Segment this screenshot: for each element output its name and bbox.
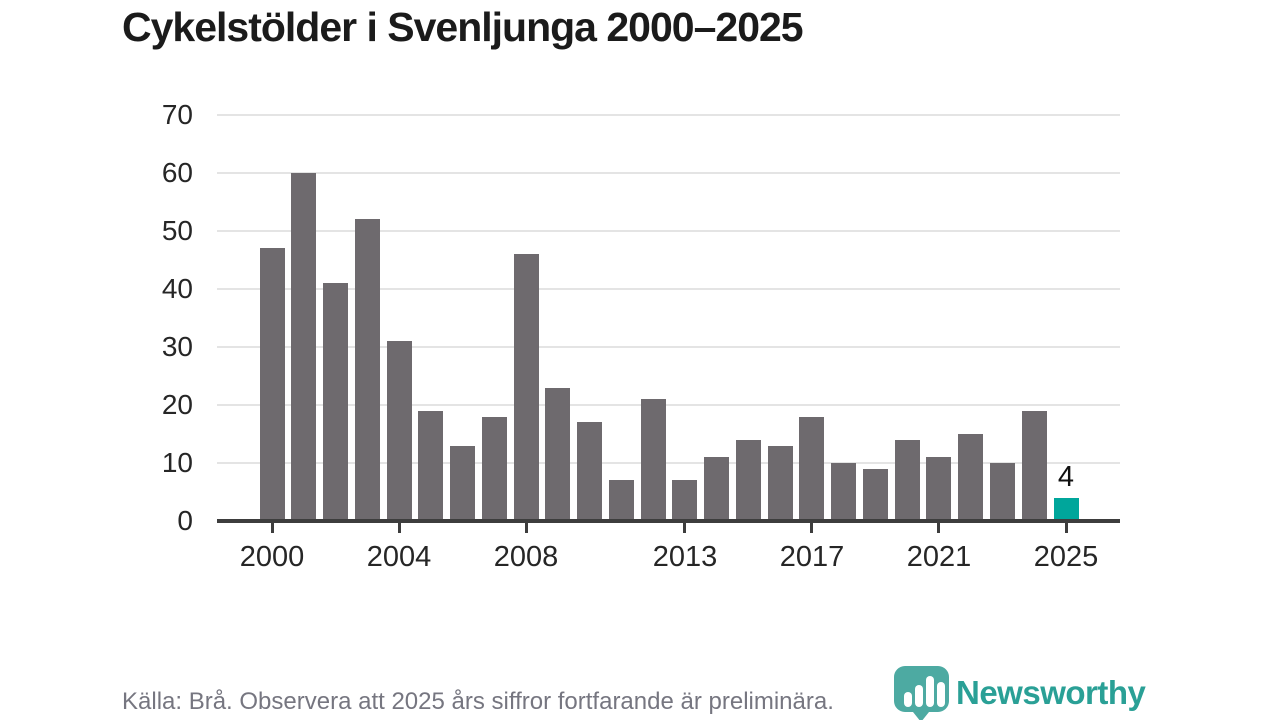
y-tick-label-0: 0 (177, 505, 193, 536)
chart-title: Cykelstölder i Svenljunga 2000–2025 (122, 4, 804, 50)
x-tick-2004 (398, 523, 401, 533)
bar-2010 (577, 422, 602, 521)
bar-2009 (545, 388, 570, 521)
x-tick-label-2017: 2017 (779, 541, 845, 573)
x-tick-2000 (271, 523, 274, 533)
y-tick-label-50: 50 (161, 215, 193, 246)
bar-2007 (482, 417, 507, 521)
bar-2006 (450, 446, 475, 521)
bar-2013 (672, 480, 697, 521)
x-axis-line (217, 519, 1120, 523)
bar-2001 (291, 173, 316, 521)
bar-2003 (355, 219, 380, 521)
logo-wordmark: Newsworthy (956, 674, 1146, 711)
gridline-70 (217, 114, 1120, 116)
x-tick-2013 (683, 523, 686, 533)
bar-2024 (1022, 411, 1047, 521)
bar-chart-pin-icon (894, 666, 949, 720)
bar-2020 (895, 440, 920, 521)
x-tick-2025 (1065, 523, 1068, 533)
bar-2017 (799, 417, 824, 521)
bar-2004 (387, 341, 412, 521)
y-tick-label-10: 10 (161, 447, 193, 478)
y-tick-label-60: 60 (161, 157, 193, 188)
bar-2022 (958, 434, 983, 521)
bar-2021 (926, 457, 951, 521)
bar-2019 (863, 469, 888, 521)
y-tick-label-20: 20 (161, 389, 193, 420)
x-tick-2008 (525, 523, 528, 533)
bar-2018 (831, 463, 856, 521)
y-tick-label-40: 40 (161, 273, 193, 304)
bar-2005 (418, 411, 443, 521)
gridline-40 (217, 288, 1120, 290)
x-tick-label-2004: 2004 (366, 541, 432, 573)
x-tick-label-2021: 2021 (906, 541, 972, 573)
y-tick-label-30: 30 (161, 331, 193, 362)
bar-2016 (768, 446, 793, 521)
bar-2000 (260, 248, 285, 521)
x-tick-label-2013: 2013 (652, 541, 718, 573)
x-tick-label-2000: 2000 (239, 541, 305, 573)
x-tick-label-2008: 2008 (493, 541, 559, 573)
x-tick-label-2025: 2025 (1033, 541, 1099, 573)
y-tick-label-70: 70 (161, 99, 193, 130)
bar-2023 (990, 463, 1015, 521)
bar-2015 (736, 440, 761, 521)
bar-2002 (323, 283, 348, 521)
gridline-20 (217, 404, 1120, 406)
gridline-60 (217, 172, 1120, 174)
source-note: Källa: Brå. Observera att 2025 års siffr… (122, 688, 834, 715)
bar-2008 (514, 254, 539, 521)
x-tick-2021 (937, 523, 940, 533)
gridline-10 (217, 462, 1120, 464)
bar-value-label-2025: 4 (1057, 461, 1075, 493)
bar-2014 (704, 457, 729, 521)
gridline-30 (217, 346, 1120, 348)
newsworthy-logo: Newsworthy (893, 665, 1146, 720)
bar-2025 (1054, 498, 1079, 521)
bar-2011 (609, 480, 634, 521)
gridline-50 (217, 230, 1120, 232)
x-tick-2017 (810, 523, 813, 533)
bar-2012 (641, 399, 666, 521)
